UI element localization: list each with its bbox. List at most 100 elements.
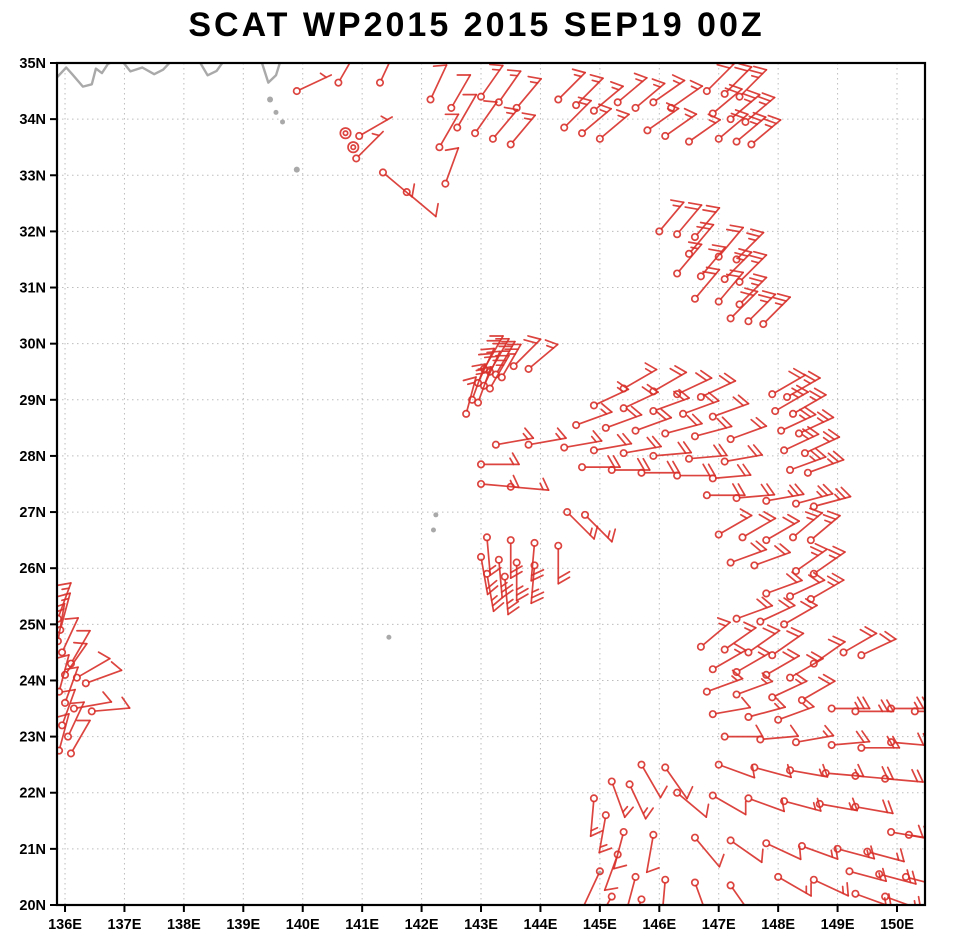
wind-barb: [506, 112, 537, 149]
wind-barb: [603, 850, 622, 892]
island-dot: [267, 96, 274, 103]
island-dot: [433, 512, 439, 518]
wind-barb: [875, 869, 917, 885]
wind-barb: [494, 69, 522, 107]
wind-barb: [690, 204, 721, 242]
wind-barb: [447, 74, 472, 112]
y-tick-label: 35N: [19, 56, 46, 72]
y-tick-label: 28N: [19, 449, 46, 465]
wind-barb: [471, 100, 498, 138]
wind-barb: [352, 130, 384, 163]
chart-title: SCAT WP2015 2015 SEP19 00Z: [188, 6, 765, 44]
wind-barb: [785, 763, 829, 778]
wind-barb: [809, 875, 850, 897]
wind-barb: [355, 115, 393, 141]
wind-barb: [726, 540, 768, 567]
wind-barb: [649, 74, 686, 107]
wind-barb: [453, 93, 478, 132]
wind-barb: [554, 541, 571, 585]
wind-barb: [81, 661, 123, 688]
wind-barb: [726, 881, 759, 905]
wind-barb: [901, 872, 925, 883]
wind-barb: [726, 416, 768, 444]
wind-barb: [500, 572, 520, 616]
wind-barb: [72, 651, 111, 682]
wind-barb: [708, 642, 747, 674]
wind-barb: [806, 510, 841, 545]
wind-barb: [524, 427, 567, 449]
wind-barb: [625, 780, 654, 820]
x-tick-label: 148E: [761, 917, 795, 933]
x-tick-label: 140E: [286, 917, 320, 933]
wind-barb: [800, 428, 841, 458]
wind-barb: [827, 696, 871, 713]
wind-barb: [857, 735, 901, 752]
wind-barb: [714, 508, 753, 539]
wind-barb: [744, 290, 777, 326]
wind-barb: [402, 188, 439, 218]
wind-barb: [690, 833, 725, 868]
wind-barb: [785, 447, 827, 475]
wind-barb: [714, 269, 745, 306]
wind-barb: [696, 244, 727, 281]
y-tick-label: 21N: [19, 842, 46, 858]
wind-barb: [613, 72, 648, 107]
wind-barb: [595, 109, 630, 143]
wind-barb: [750, 763, 792, 779]
wind-barb: [554, 68, 586, 104]
wind-barb: [708, 791, 747, 816]
wind-barb: [57, 713, 70, 755]
wind-barb: [803, 450, 845, 477]
x-tick-label: 150E: [880, 917, 914, 933]
x-tick-label: 142E: [405, 917, 439, 933]
calm-station: [339, 127, 352, 140]
y-tick-label: 32N: [19, 224, 46, 240]
wind-barb: [69, 691, 113, 713]
wind-barb: [649, 441, 693, 460]
wind-barb: [589, 381, 630, 410]
wind-barb: [690, 416, 733, 441]
wind-barb: [714, 224, 745, 261]
y-tick-label: 31N: [19, 281, 46, 297]
wind-barb: [485, 354, 510, 393]
wind-barb: [708, 463, 752, 483]
wind-barb: [791, 542, 828, 576]
wind-barb: [468, 363, 486, 404]
wind-barb: [780, 797, 822, 812]
wind-barb: [726, 287, 759, 323]
y-tick-label: 27N: [19, 505, 46, 521]
wind-barb: [473, 366, 492, 407]
wind-barb: [334, 63, 351, 87]
wind-barb: [708, 394, 750, 421]
wind-barb: [482, 533, 502, 577]
wind-barb: [741, 92, 776, 126]
wind-barb: [627, 872, 640, 905]
wind-barb: [785, 571, 826, 601]
wind-barb: [845, 867, 888, 883]
wind-barb: [598, 811, 613, 854]
wind-barb: [735, 250, 768, 286]
wind-barb: [780, 425, 820, 455]
wind-barb: [637, 895, 646, 905]
y-tick-label: 24N: [19, 673, 46, 689]
x-tick-label: 141E: [345, 917, 379, 933]
y-tick-label: 29N: [19, 393, 46, 409]
wind-barb: [797, 673, 836, 705]
wind-barb: [563, 508, 599, 540]
wind-barb: [756, 597, 796, 626]
wind-barb: [607, 457, 651, 475]
x-tick-label: 143E: [464, 917, 498, 933]
wind-barb: [720, 248, 753, 284]
wind-barb: [774, 697, 815, 724]
gridlines: [57, 63, 925, 905]
y-tick-label: 20N: [19, 898, 46, 914]
wind-barb: [732, 596, 774, 623]
wind-barb: [524, 339, 559, 373]
wind-barb: [756, 724, 800, 744]
island-dot: [280, 119, 286, 125]
x-tick-label: 138E: [167, 917, 201, 933]
wind-barb: [435, 113, 460, 152]
wind-barb: [762, 839, 802, 861]
wind-barb: [66, 629, 91, 668]
